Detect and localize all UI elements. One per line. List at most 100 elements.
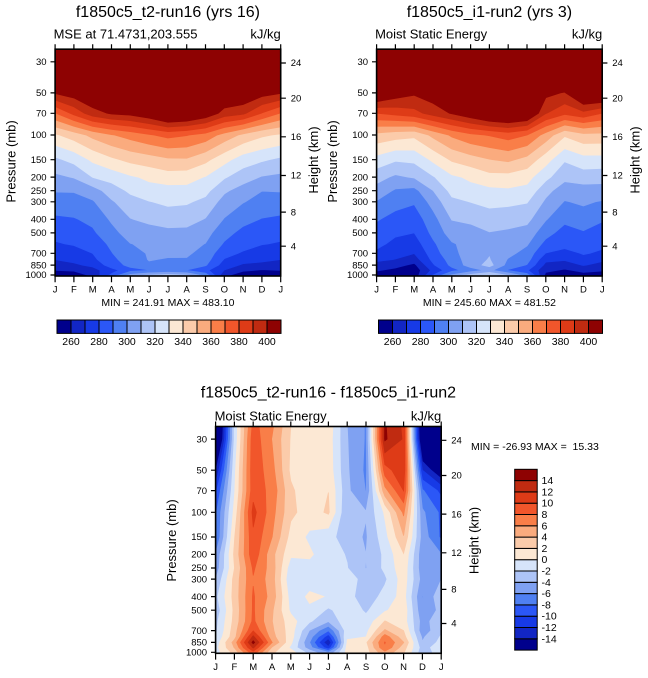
svg-text:Moist Static Energy: Moist Static Energy	[375, 27, 487, 42]
svg-text:M: M	[448, 285, 456, 296]
svg-text:N: N	[240, 285, 247, 296]
svg-text:J: J	[213, 662, 218, 673]
svg-text:MIN = 241.91 MAX = 483.10: MIN = 241.91 MAX = 483.10	[101, 297, 234, 309]
svg-text:200: 200	[352, 172, 368, 183]
svg-text:A: A	[108, 285, 115, 296]
svg-text:260: 260	[384, 336, 402, 348]
svg-text:-8: -8	[542, 599, 551, 611]
svg-text:A: A	[269, 662, 276, 673]
svg-text:70: 70	[358, 109, 369, 120]
svg-text:700: 700	[352, 249, 368, 260]
svg-text:4: 4	[612, 241, 617, 252]
svg-text:400: 400	[580, 336, 598, 348]
svg-text:100: 100	[31, 130, 47, 141]
svg-text:M: M	[126, 285, 134, 296]
svg-text:1000: 1000	[347, 270, 368, 281]
svg-text:320: 320	[468, 336, 486, 348]
svg-text:400: 400	[258, 336, 276, 348]
svg-text:320: 320	[146, 336, 164, 348]
svg-text:340: 340	[174, 336, 192, 348]
svg-text:MSE at 71.4731,203.555: MSE at 71.4731,203.555	[54, 27, 198, 42]
svg-text:700: 700	[31, 249, 47, 260]
svg-text:16: 16	[612, 132, 623, 143]
svg-text:-4: -4	[542, 577, 551, 589]
svg-text:O: O	[381, 662, 388, 673]
svg-text:O: O	[221, 285, 228, 296]
svg-text:Height (km): Height (km)	[306, 126, 321, 193]
svg-text:0: 0	[542, 554, 548, 566]
svg-text:360: 360	[202, 336, 220, 348]
svg-text:500: 500	[191, 605, 207, 616]
svg-text:J: J	[600, 285, 605, 296]
svg-text:J: J	[166, 285, 171, 296]
svg-text:M: M	[410, 285, 418, 296]
svg-text:300: 300	[440, 336, 458, 348]
svg-text:500: 500	[352, 228, 368, 239]
svg-text:300: 300	[118, 336, 136, 348]
svg-text:D: D	[258, 285, 265, 296]
svg-text:20: 20	[451, 471, 462, 482]
svg-text:J: J	[468, 285, 473, 296]
svg-text:250: 250	[352, 186, 368, 197]
svg-text:70: 70	[36, 109, 47, 120]
svg-text:850: 850	[31, 260, 47, 271]
svg-text:12: 12	[291, 171, 302, 182]
svg-text:1000: 1000	[186, 648, 207, 659]
svg-text:J: J	[439, 662, 444, 673]
svg-text:F: F	[231, 662, 237, 673]
svg-text:300: 300	[31, 197, 47, 208]
svg-text:M: M	[287, 662, 295, 673]
svg-text:200: 200	[31, 172, 47, 183]
svg-text:F: F	[71, 285, 77, 296]
svg-text:A: A	[184, 285, 191, 296]
svg-text:30: 30	[36, 57, 47, 68]
svg-text:8: 8	[291, 207, 296, 218]
svg-text:J: J	[374, 285, 379, 296]
svg-text:150: 150	[191, 532, 207, 543]
svg-text:J: J	[326, 662, 331, 673]
svg-text:A: A	[430, 285, 437, 296]
svg-text:-10: -10	[542, 611, 557, 623]
svg-text:850: 850	[191, 638, 207, 649]
svg-text:A: A	[505, 285, 512, 296]
svg-text:N: N	[561, 285, 568, 296]
svg-text:-14: -14	[542, 633, 557, 645]
svg-text:400: 400	[352, 215, 368, 226]
svg-text:-12: -12	[542, 622, 557, 634]
svg-text:kJ/kg: kJ/kg	[411, 409, 441, 424]
svg-text:MIN = 245.60 MAX = 481.52: MIN = 245.60 MAX = 481.52	[423, 297, 556, 309]
svg-text:280: 280	[412, 336, 430, 348]
svg-text:A: A	[344, 662, 351, 673]
svg-text:16: 16	[451, 509, 462, 520]
svg-text:280: 280	[90, 336, 108, 348]
svg-text:14: 14	[542, 475, 554, 487]
svg-text:380: 380	[552, 336, 570, 348]
svg-text:100: 100	[352, 130, 368, 141]
svg-text:300: 300	[352, 197, 368, 208]
svg-text:30: 30	[197, 434, 208, 445]
svg-text:500: 500	[31, 228, 47, 239]
svg-text:24: 24	[451, 436, 462, 447]
svg-text:O: O	[542, 285, 549, 296]
svg-text:12: 12	[542, 486, 554, 498]
svg-text:J: J	[53, 285, 58, 296]
svg-text:16: 16	[291, 132, 302, 143]
svg-text:50: 50	[197, 465, 208, 476]
svg-text:6: 6	[542, 520, 548, 532]
svg-text:MIN = -26.93 MAX = 15.33: MIN = -26.93 MAX = 15.33	[471, 441, 599, 453]
svg-text:J: J	[487, 285, 492, 296]
svg-text:4: 4	[451, 619, 456, 630]
svg-text:J: J	[278, 285, 283, 296]
svg-text:20: 20	[612, 93, 623, 104]
svg-text:200: 200	[191, 550, 207, 561]
svg-text:12: 12	[451, 548, 462, 559]
svg-text:kJ/kg: kJ/kg	[250, 27, 280, 42]
svg-text:8: 8	[612, 207, 617, 218]
svg-text:-6: -6	[542, 588, 551, 600]
svg-text:30: 30	[358, 57, 369, 68]
svg-text:4: 4	[291, 241, 296, 252]
svg-text:150: 150	[31, 155, 47, 166]
svg-text:M: M	[89, 285, 97, 296]
svg-text:10: 10	[542, 498, 554, 510]
svg-text:8: 8	[451, 585, 456, 596]
